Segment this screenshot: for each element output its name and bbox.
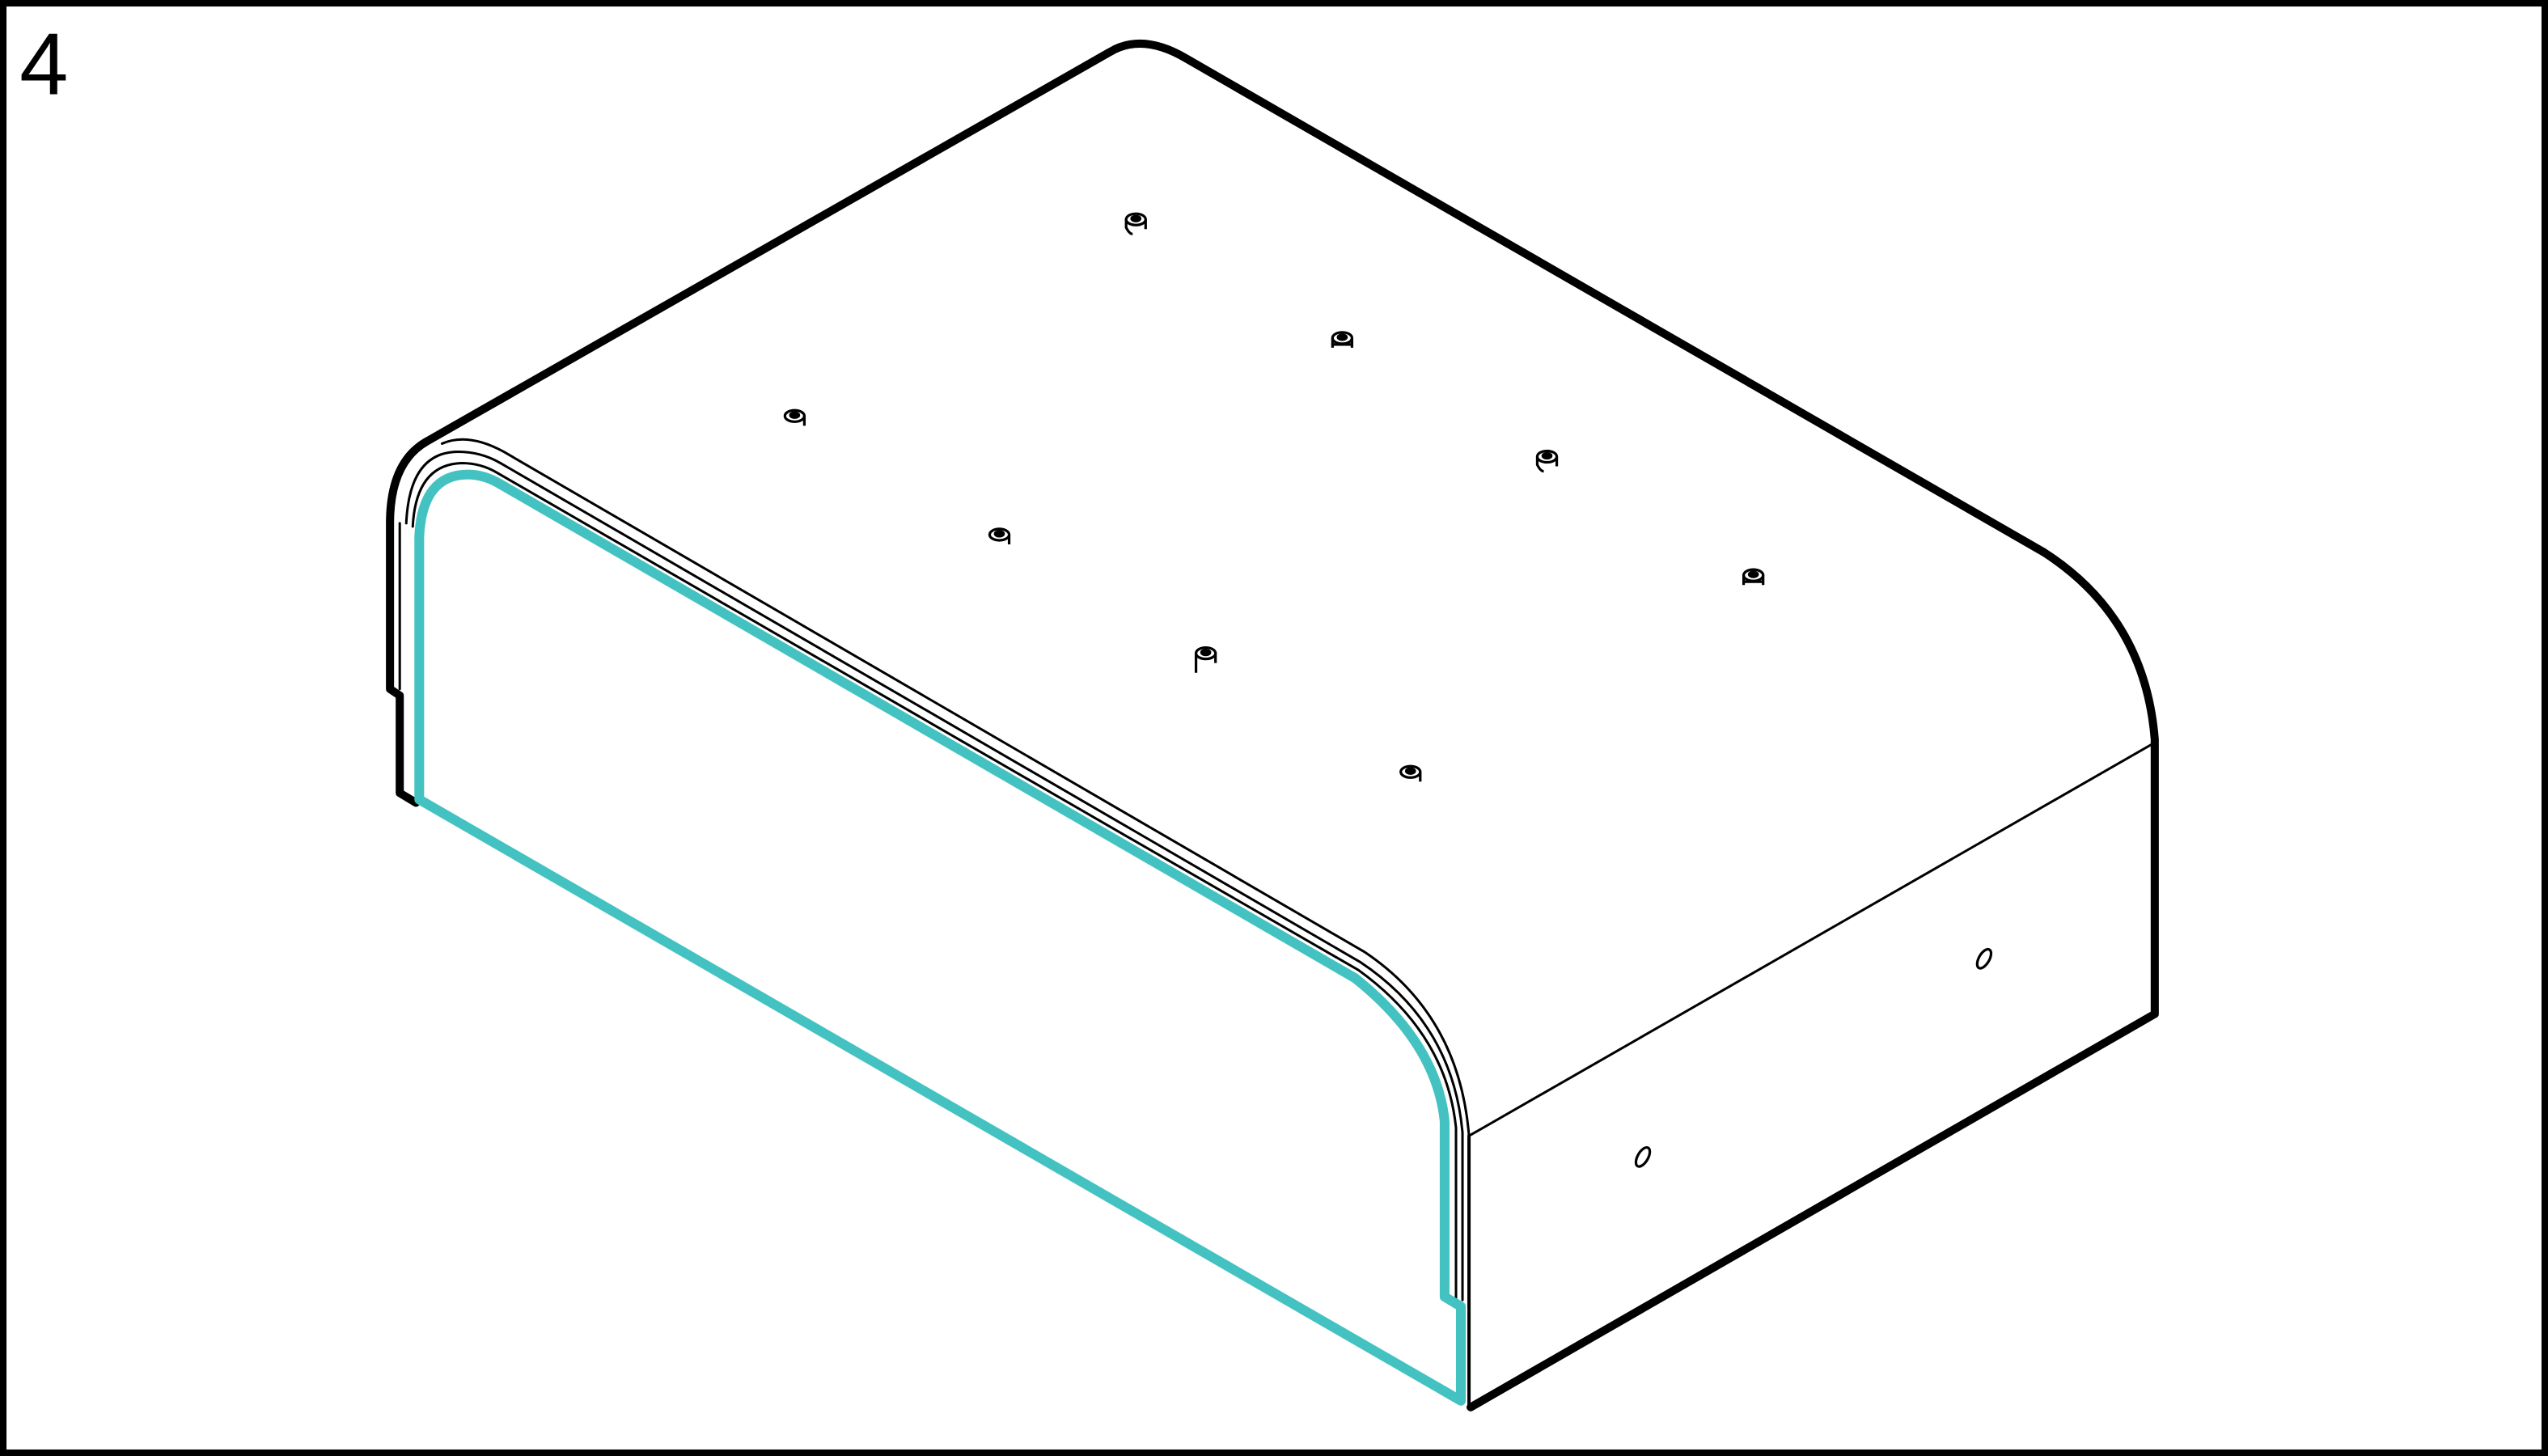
side-panel-cam-holes bbox=[1634, 947, 1993, 1168]
front-panel-edge-2 bbox=[404, 450, 1464, 1302]
top-panel-dowels bbox=[783, 212, 1765, 782]
step-number: 4 bbox=[19, 15, 68, 113]
cam-hole-icon bbox=[1634, 1145, 1652, 1168]
dowel-hole-icon bbox=[1535, 449, 1559, 473]
top-outline bbox=[421, 39, 2159, 1412]
front-panel-edge-1 bbox=[440, 438, 1471, 1137]
cam-hole-icon bbox=[1975, 947, 1993, 970]
cabinet-body bbox=[386, 39, 2159, 1412]
dowel-hole-icon bbox=[1331, 331, 1354, 348]
front-panel-edge-3 bbox=[411, 462, 1458, 1305]
dowel-hole-icon bbox=[783, 408, 806, 426]
dowel-hole-icon bbox=[1194, 645, 1217, 673]
side-panel-seam bbox=[1467, 741, 2156, 1137]
dowel-hole-icon bbox=[1124, 212, 1147, 235]
dowel-hole-icon bbox=[1399, 764, 1422, 782]
dowel-hole-icon bbox=[988, 527, 1011, 544]
left-back-edge bbox=[386, 438, 430, 807]
front-panel-highlight bbox=[414, 469, 1467, 1406]
dowel-hole-icon bbox=[1742, 568, 1765, 586]
